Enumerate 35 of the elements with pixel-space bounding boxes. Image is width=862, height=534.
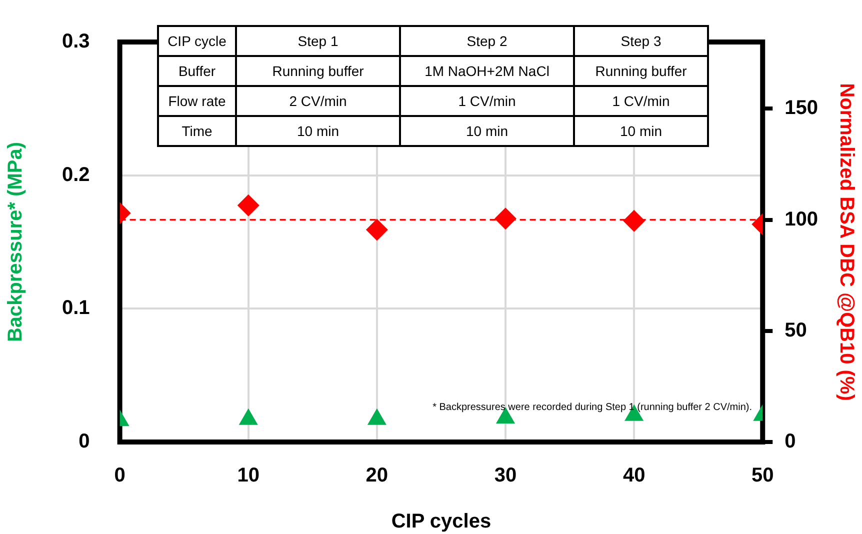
annotation: Running buffer xyxy=(574,56,708,86)
y-tick-label: 0.2 xyxy=(62,164,90,186)
y2-tick-label: 0 xyxy=(784,430,796,453)
x-tick-label: 20 xyxy=(366,464,388,487)
x-tick-label: 10 xyxy=(237,464,260,487)
y2-tick-label: 50 xyxy=(784,319,807,342)
annotation: 10 min xyxy=(236,116,400,146)
x-tick-label: 40 xyxy=(622,464,646,487)
annotation: Time xyxy=(158,116,236,146)
y-tick-label: 0.3 xyxy=(62,30,90,53)
annotation: CIP cycle xyxy=(158,26,236,56)
annotation: 1 CV/min xyxy=(574,86,708,116)
y2-tick-label: 100 xyxy=(784,208,818,230)
x-tick-label: 0 xyxy=(114,464,126,487)
annotation: 1 CV/min xyxy=(400,86,574,116)
y2-axis-title: Normalized BSA DBC @QB10 (%) xyxy=(835,83,858,401)
annotation: 2 CV/min xyxy=(236,86,400,116)
annotation: Step 3 xyxy=(574,26,708,56)
annotation: 1M NaOH+2M NaCl xyxy=(400,56,574,86)
y-tick-label: 0.1 xyxy=(62,297,90,320)
y2-tick-label: 150 xyxy=(784,97,818,120)
annotation: Buffer xyxy=(158,56,236,86)
y-tick-label: 0 xyxy=(78,430,90,453)
annotation: Step 1 xyxy=(236,26,400,56)
annotation: 10 min xyxy=(400,116,574,146)
x-tick-label: 50 xyxy=(752,464,774,487)
annotation: 10 min xyxy=(574,116,708,146)
annotation: Step 2 xyxy=(400,26,574,56)
point xyxy=(494,208,516,230)
annotation: Running buffer xyxy=(236,56,400,86)
y-axis-title: Backpressure* (MPa) xyxy=(4,142,27,342)
point xyxy=(366,218,388,241)
annotation: Flow rate xyxy=(158,86,236,116)
x-axis-title: CIP cycles xyxy=(391,510,492,533)
x-tick-label: 30 xyxy=(494,464,517,487)
